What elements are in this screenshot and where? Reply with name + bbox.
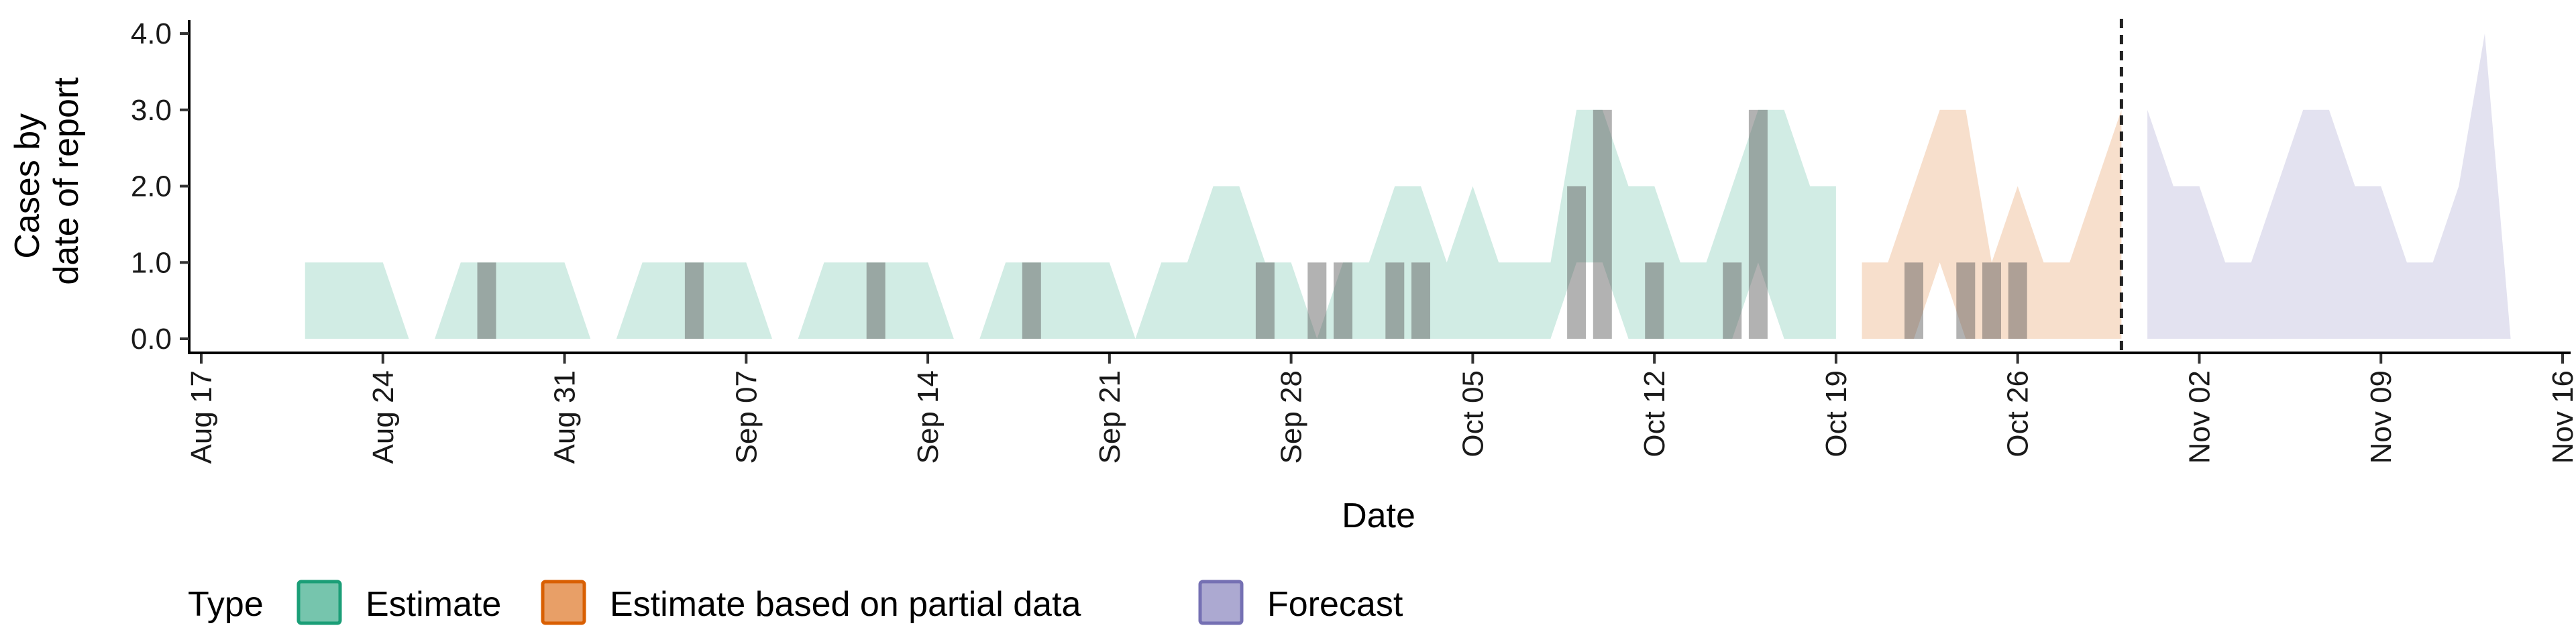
y-tick-label: 2.0 <box>131 170 172 203</box>
legend-title: Type <box>188 585 264 624</box>
legend: Type Estimate Estimate based on partial d… <box>188 580 1403 625</box>
x-tick-label: Oct 12 <box>1638 370 1671 458</box>
bar-layer <box>477 109 2027 339</box>
legend-label: Estimate based on partial data <box>610 585 1081 624</box>
legend-label: Forecast <box>1267 585 1403 624</box>
x-tick-label: Sep 28 <box>1275 370 1308 464</box>
case-bar <box>1982 262 2001 339</box>
y-tick-label: 4.0 <box>131 17 172 50</box>
x-tick-label: Aug 17 <box>185 370 218 464</box>
case-bar <box>1022 262 1041 339</box>
case-bar <box>1593 109 1612 339</box>
case-bar <box>1723 262 1742 339</box>
y-ticks: 0.0 1.0 2.0 3.0 4.0 <box>131 17 189 356</box>
y-tick-label: 0.0 <box>131 323 172 356</box>
y-tick-label: 1.0 <box>131 246 172 279</box>
case-bar <box>1956 262 1976 339</box>
legend-entry: Forecast <box>1198 580 1403 625</box>
x-tick-label: Sep 07 <box>730 370 763 464</box>
legend-entry: Estimate based on partial data <box>541 580 1081 625</box>
case-bar <box>477 262 496 339</box>
ribbon-layer <box>305 34 2511 339</box>
case-bar <box>1567 186 1587 339</box>
x-tick-label: Nov 02 <box>2184 370 2216 464</box>
case-bar <box>1748 109 1768 339</box>
legend-label: Estimate <box>366 585 501 624</box>
legend-key <box>541 580 586 625</box>
x-ticks: Aug 17 Aug 24 Aug 31 Sep 07 Sep 14 Sep 21 Sep … <box>185 354 2576 464</box>
x-tick-label: Sep 14 <box>912 370 945 464</box>
y-tick-label: 3.0 <box>131 94 172 127</box>
case-bar <box>1411 262 1430 339</box>
ribbon-estimate <box>305 109 1836 339</box>
legend-key <box>297 580 342 625</box>
legend-entry: Estimate <box>297 580 501 625</box>
x-tick-label: Aug 31 <box>549 370 582 464</box>
x-tick-label: Oct 26 <box>2002 370 2035 458</box>
x-tick-label: Oct 05 <box>1456 370 1489 458</box>
case-bar <box>1904 262 1923 339</box>
ribbon-estimate-based-on-partial-data <box>1862 109 2122 339</box>
x-tick-label: Nov 16 <box>2546 370 2576 464</box>
x-tick-label: Sep 21 <box>1093 370 1126 464</box>
case-bar <box>2008 262 2027 339</box>
x-tick-label: Oct 19 <box>1820 370 1853 458</box>
x-tick-label: Nov 09 <box>2365 370 2398 464</box>
case-bar <box>1334 262 1352 339</box>
ribbon-forecast <box>2147 34 2511 339</box>
case-bar <box>1307 262 1327 339</box>
case-bar <box>1255 262 1275 339</box>
case-bar <box>866 262 885 339</box>
y-axis-title: Cases by date of report <box>8 77 86 285</box>
legend-key <box>1198 580 1244 625</box>
case-bar <box>684 262 704 339</box>
legend-entries: Estimate Estimate based on partial data Fo… <box>297 580 1403 625</box>
x-tick-label: Aug 24 <box>367 370 400 464</box>
case-bar <box>1385 262 1405 339</box>
x-axis-title: Date <box>1342 496 1415 535</box>
case-bar <box>1645 262 1664 339</box>
